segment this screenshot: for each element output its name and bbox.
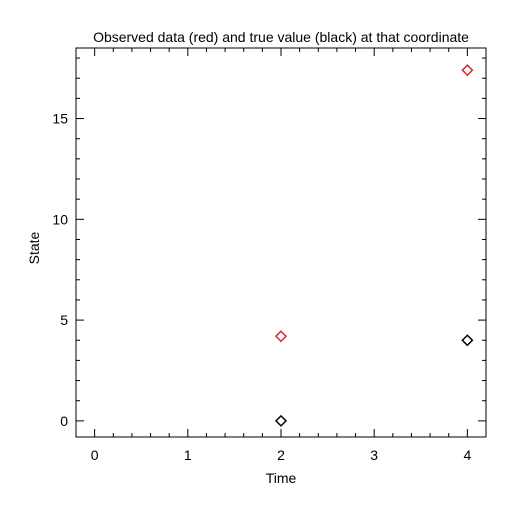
y-tick-label: 15 (52, 111, 68, 127)
x-axis-label: Time (266, 470, 297, 486)
x-tick-label: 3 (370, 447, 378, 463)
x-tick-label: 2 (277, 447, 285, 463)
x-tick-label: 1 (184, 447, 192, 463)
data-point-series-1-1 (461, 334, 474, 347)
y-tick-label: 0 (60, 413, 68, 429)
plot-frame (75, 47, 487, 438)
data-point-series-0-0 (274, 330, 288, 343)
tick-labels: 0 1 2 3 4 0 5 10 15 (52, 111, 471, 463)
data-point-series-1-0 (274, 414, 288, 427)
x-tick-label: 0 (91, 447, 99, 463)
y-tick-label: 5 (60, 312, 68, 328)
y-axis-label: State (26, 231, 42, 264)
x-tick-label: 4 (463, 447, 471, 463)
y-tick-label: 10 (52, 211, 68, 227)
data-points (274, 64, 474, 427)
data-point-series-0-1 (461, 64, 474, 77)
axis-ticks (75, 48, 487, 437)
chart-title: Observed data (red) and true value (blac… (93, 29, 469, 45)
